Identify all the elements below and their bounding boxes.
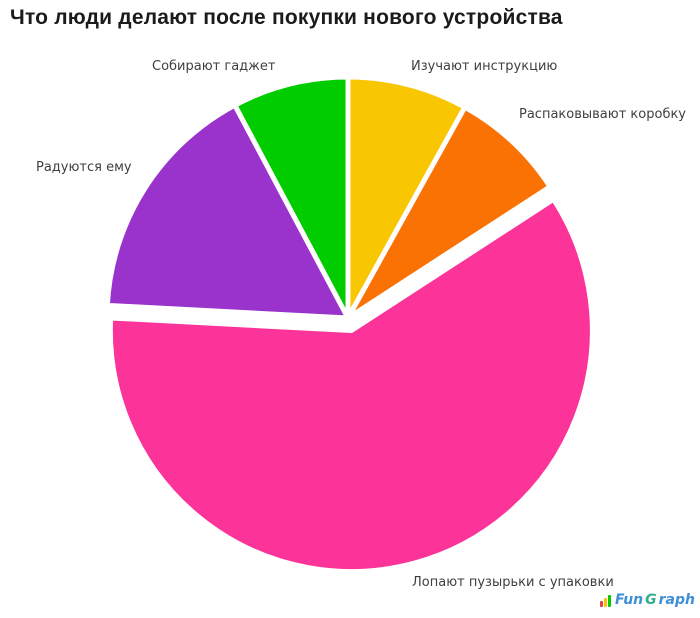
- pie-slice-2: [107, 196, 595, 574]
- watermark-text-raph: raph: [658, 592, 695, 608]
- pie-slice-0: [345, 74, 468, 321]
- pie-slice-4: [232, 74, 351, 321]
- chart-title: Что люди делают после покупки нового уст…: [10, 6, 563, 29]
- slice-label-izuchayut-instrukciyu: Изучают инструкцию: [411, 59, 558, 74]
- slice-label-lopayut-puzyrki: Лопают пузырьки с упаковки: [412, 575, 614, 590]
- slice-label-raduyutsya-emu: Радуются ему: [36, 160, 132, 175]
- watermark-text-g: G: [645, 592, 657, 608]
- pie-slice-1: [345, 104, 553, 321]
- pie-slice-3: [104, 102, 351, 321]
- slice-label-sobirayut-gadzhet: Собирают гаджет: [152, 59, 276, 74]
- bar-chart-icon: [599, 595, 611, 607]
- watermark-text-fun: Fun: [614, 592, 644, 608]
- slice-label-raspakovyvayut-korobku: Распаковывают коробку: [519, 107, 687, 122]
